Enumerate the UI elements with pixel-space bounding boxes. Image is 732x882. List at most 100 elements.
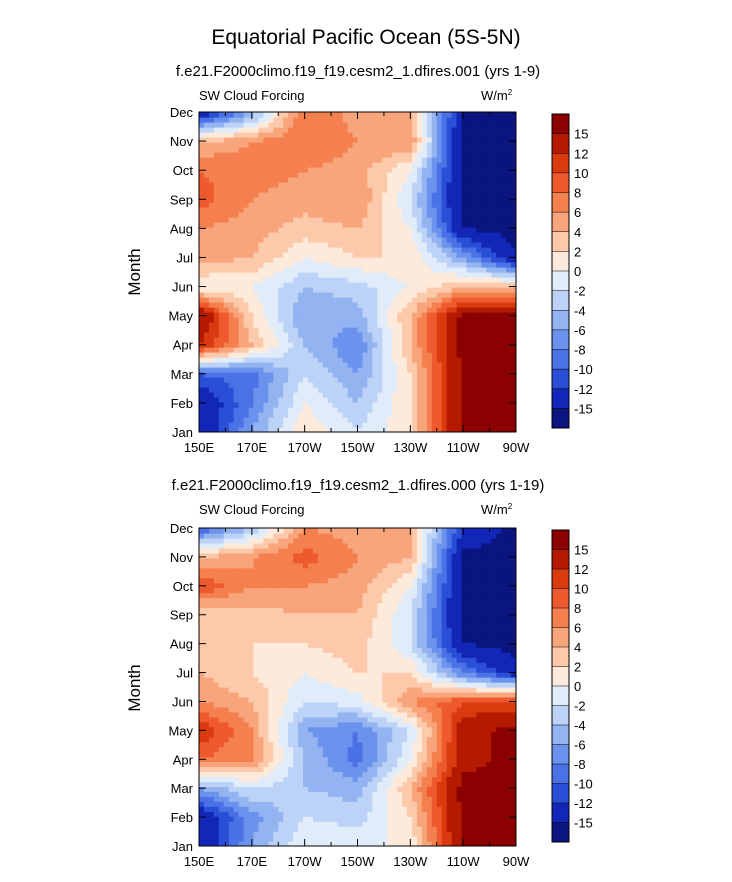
contour-cell: [273, 836, 279, 842]
x-tick-label: 90W: [503, 440, 530, 455]
contour-cell: [382, 127, 388, 133]
contour-cell: [461, 222, 468, 228]
contour-cell: [268, 836, 274, 842]
contour-cell: [466, 367, 473, 373]
contour-cell: [213, 287, 220, 293]
contour-cell: [278, 342, 284, 348]
contour-cell: [337, 182, 344, 188]
contour-cell: [466, 282, 473, 288]
contour-cell: [288, 302, 294, 308]
contour-cell: [456, 122, 463, 128]
contour-cell: [243, 197, 250, 203]
contour-cell: [362, 307, 368, 313]
contour-cell: [213, 387, 220, 393]
contour-cell: [342, 372, 349, 378]
contour-cell: [411, 831, 418, 837]
contour-cell: [486, 322, 492, 328]
contour-cell: [298, 262, 304, 268]
contour-cell: [491, 172, 497, 178]
contour-cell: [312, 157, 319, 163]
contour-cell: [332, 377, 339, 383]
contour-cell: [496, 127, 502, 133]
contour-cell: [357, 816, 364, 822]
contour-cell: [258, 202, 264, 208]
contour-cell: [387, 806, 393, 812]
contour-cell: [397, 352, 403, 358]
contour-cell: [322, 806, 329, 812]
contour-cell: [481, 197, 487, 203]
contour-cell: [382, 407, 388, 413]
contour-cell: [218, 242, 225, 248]
contour-cell: [367, 272, 373, 278]
contour-cell: [362, 117, 368, 123]
contour-cell: [486, 267, 492, 273]
contour-cell: [491, 422, 497, 428]
contour-cell: [312, 277, 319, 283]
contour-cell: [253, 836, 260, 842]
contour-cell: [402, 372, 408, 378]
contour-cell: [283, 112, 289, 118]
contour-cell: [372, 167, 378, 173]
contour-cell: [203, 791, 210, 797]
contour-cell: [387, 167, 393, 173]
contour-cell: [446, 227, 453, 233]
contour-cell: [402, 342, 408, 348]
colorbar-box: [552, 133, 569, 154]
contour-cell: [446, 352, 453, 358]
contour-cell: [238, 182, 245, 188]
contour-cell: [496, 427, 502, 432]
contour-cell: [213, 227, 220, 233]
contour-cell: [223, 387, 230, 393]
contour-cell: [258, 162, 264, 168]
contour-cell: [238, 312, 245, 318]
contour-cell: [283, 362, 289, 368]
contour-cell: [213, 322, 220, 328]
contour-cell: [258, 227, 264, 233]
contour-cell: [461, 287, 468, 293]
contour-cell: [377, 237, 383, 243]
contour-cell: [431, 347, 438, 353]
contour-cell: [298, 237, 304, 243]
contour-cell: [283, 137, 289, 143]
contour-cell: [357, 202, 364, 208]
contour-cell: [213, 427, 220, 432]
contour-cell: [387, 327, 393, 333]
contour-cell: [322, 377, 329, 383]
contour-cell: [228, 132, 235, 138]
contour-cell: [243, 407, 250, 413]
figure-title: Equatorial Pacific Ocean (5S-5N): [211, 26, 520, 49]
contour-cell: [441, 227, 448, 233]
contour-cell: [228, 412, 235, 418]
contour-cell: [233, 417, 240, 423]
contour-cell: [357, 287, 364, 293]
contour-cell: [253, 402, 260, 408]
contour-cell: [416, 262, 423, 268]
contour-cell: [362, 412, 368, 418]
contour-cell: [317, 831, 324, 837]
contour-cell: [486, 332, 492, 338]
contour-cell: [387, 157, 393, 163]
contour-cell: [233, 422, 240, 428]
contour-cell: [471, 292, 477, 298]
contour-cell: [273, 237, 279, 243]
contour-cell: [411, 382, 418, 388]
contour-cell: [312, 362, 319, 368]
contour-cell: [253, 392, 260, 398]
contour-cell: [496, 821, 502, 827]
contour-cell: [228, 197, 235, 203]
contour-cell: [303, 806, 309, 812]
contour-cell: [407, 836, 413, 842]
colorbar-label: -12: [574, 382, 593, 397]
contour-cell: [327, 207, 334, 213]
contour-cell: [446, 222, 453, 228]
contour-cell: [337, 262, 344, 268]
contour-cell: [486, 252, 492, 258]
contour-cell: [327, 127, 334, 133]
contour-cell: [199, 332, 205, 338]
contour-cell: [303, 392, 309, 398]
contour-cell: [218, 342, 225, 348]
contour-cell: [387, 796, 393, 802]
contour-cell: [501, 302, 507, 308]
contour-cell: [327, 357, 334, 363]
contour-cell: [362, 392, 368, 398]
